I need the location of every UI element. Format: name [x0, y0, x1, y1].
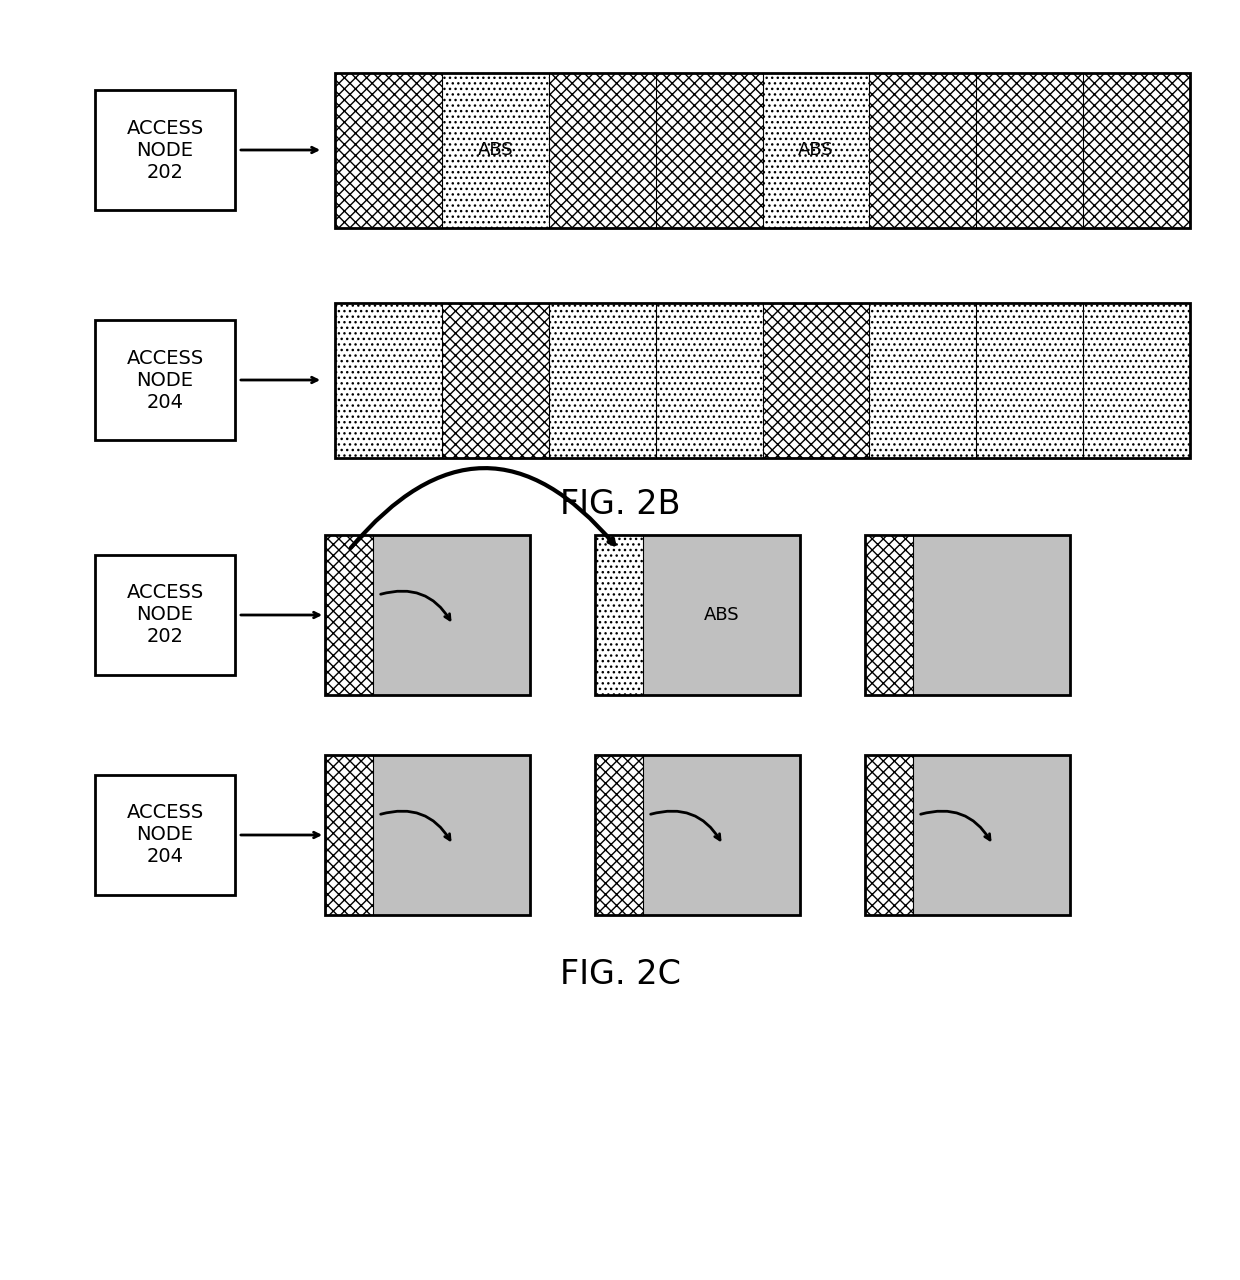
- Bar: [95, 90, 236, 210]
- Bar: [763, 73, 869, 228]
- Text: ABS: ABS: [477, 141, 513, 159]
- Bar: [866, 535, 913, 695]
- Bar: [335, 73, 1190, 228]
- Bar: [325, 755, 373, 915]
- Bar: [373, 535, 529, 695]
- Bar: [913, 535, 1070, 695]
- Bar: [95, 556, 236, 675]
- Bar: [644, 755, 800, 915]
- Bar: [869, 302, 976, 457]
- Bar: [976, 73, 1083, 228]
- Bar: [549, 73, 656, 228]
- Bar: [335, 73, 441, 228]
- Bar: [869, 73, 976, 228]
- Bar: [866, 535, 913, 695]
- Bar: [595, 535, 644, 695]
- Bar: [656, 73, 763, 228]
- Bar: [656, 302, 763, 457]
- Text: ABS: ABS: [703, 605, 739, 623]
- Text: ACCESS
NODE
202: ACCESS NODE 202: [126, 119, 203, 182]
- Bar: [373, 755, 529, 915]
- Bar: [325, 755, 529, 915]
- Bar: [441, 302, 549, 457]
- Bar: [549, 73, 656, 228]
- Bar: [325, 535, 373, 695]
- Bar: [976, 302, 1083, 457]
- Text: ACCESS
NODE
204: ACCESS NODE 204: [126, 348, 203, 411]
- Bar: [325, 535, 529, 695]
- Bar: [595, 755, 644, 915]
- Bar: [1083, 302, 1190, 457]
- Bar: [441, 302, 549, 457]
- Text: ABS: ABS: [799, 141, 833, 159]
- Bar: [976, 302, 1083, 457]
- Bar: [595, 755, 644, 915]
- Bar: [869, 73, 976, 228]
- Bar: [763, 73, 869, 228]
- Bar: [325, 755, 373, 915]
- Bar: [595, 535, 644, 695]
- Bar: [976, 73, 1083, 228]
- Bar: [95, 774, 236, 895]
- Bar: [866, 535, 1070, 695]
- Bar: [325, 535, 373, 695]
- Bar: [866, 755, 1070, 915]
- Bar: [335, 302, 441, 457]
- Bar: [763, 302, 869, 457]
- Bar: [1083, 73, 1190, 228]
- Bar: [644, 535, 800, 695]
- Bar: [656, 73, 763, 228]
- Bar: [441, 73, 549, 228]
- Bar: [1083, 73, 1190, 228]
- Bar: [869, 302, 976, 457]
- Bar: [335, 73, 441, 228]
- Bar: [595, 755, 800, 915]
- Bar: [913, 755, 1070, 915]
- Bar: [549, 302, 656, 457]
- Bar: [549, 302, 656, 457]
- Text: ACCESS
NODE
202: ACCESS NODE 202: [126, 584, 203, 646]
- Bar: [656, 302, 763, 457]
- Bar: [95, 320, 236, 440]
- Bar: [866, 755, 913, 915]
- Text: ACCESS
NODE
204: ACCESS NODE 204: [126, 804, 203, 867]
- Bar: [763, 302, 869, 457]
- Bar: [335, 302, 441, 457]
- Bar: [1083, 302, 1190, 457]
- Bar: [441, 73, 549, 228]
- Text: FIG. 2C: FIG. 2C: [559, 959, 681, 992]
- Bar: [335, 302, 1190, 457]
- Bar: [866, 755, 913, 915]
- Text: FIG. 2B: FIG. 2B: [559, 489, 681, 521]
- Bar: [595, 535, 800, 695]
